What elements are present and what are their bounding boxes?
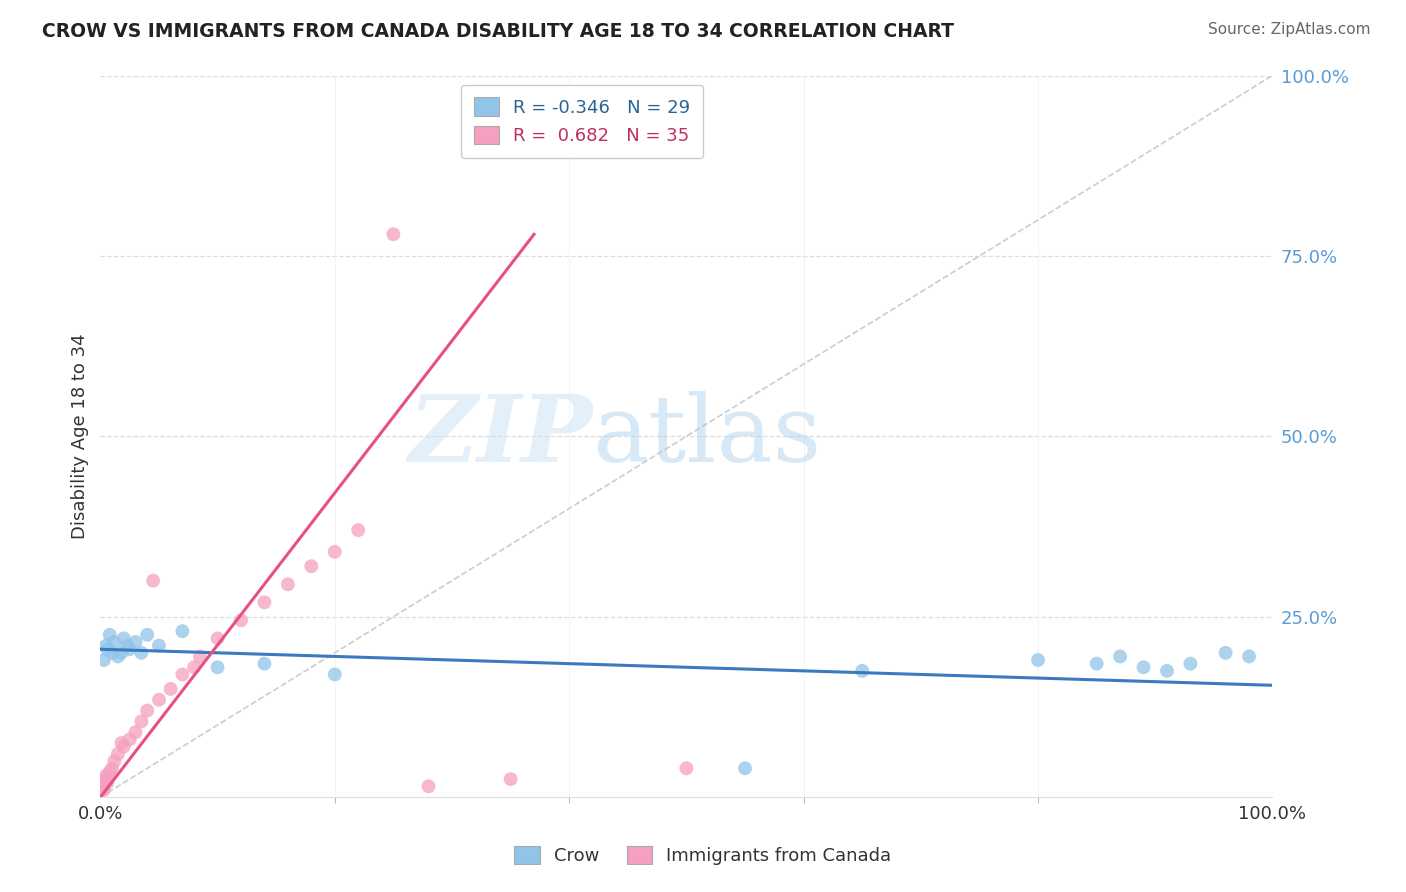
Point [101,761,124,775]
Point [93,775,115,789]
Point [253,657,276,671]
Point [98,764,121,779]
Point [131,714,153,729]
Point [1180,657,1202,671]
Point [112,632,135,646]
Point [90,783,112,797]
Point [1109,649,1132,664]
Point [93,653,115,667]
Point [1026,653,1049,667]
Point [323,545,346,559]
Point [172,667,194,681]
Point [101,646,124,660]
Point [103,635,125,649]
Point [91,780,114,794]
Legend: Crow, Immigrants from Canada: Crow, Immigrants from Canada [506,837,900,874]
Point [148,692,170,706]
Point [347,523,370,537]
Point [124,725,146,739]
Point [299,559,322,574]
Point [112,739,135,754]
Point [103,754,125,768]
Point [207,632,229,646]
Point [97,768,120,782]
Point [117,639,139,653]
Point [107,649,129,664]
Point [93,783,115,797]
Point [675,761,697,775]
Point [107,747,129,761]
Point [96,642,118,657]
Point [253,595,276,609]
Point [131,646,153,660]
Y-axis label: Disability Age 18 to 34: Disability Age 18 to 34 [72,334,89,539]
Legend: R = -0.346   N = 29, R =  0.682   N = 35: R = -0.346 N = 29, R = 0.682 N = 35 [461,85,703,158]
Point [118,642,141,657]
Point [142,574,165,588]
Point [159,681,181,696]
Point [172,624,194,639]
Point [323,667,346,681]
Point [96,775,118,789]
Point [96,639,118,653]
Point [96,768,118,782]
Point [136,628,159,642]
Point [1132,660,1154,674]
Text: ZIP: ZIP [408,392,593,482]
Point [499,772,522,786]
Point [183,660,205,674]
Point [1156,664,1178,678]
Text: CROW VS IMMIGRANTS FROM CANADA DISABILITY AGE 18 TO 34 CORRELATION CHART: CROW VS IMMIGRANTS FROM CANADA DISABILIT… [42,22,955,41]
Point [188,649,211,664]
Point [1215,646,1237,660]
Point [851,664,873,678]
Point [734,761,756,775]
Point [136,704,159,718]
Text: atlas: atlas [593,392,823,482]
Point [1085,657,1108,671]
Point [277,577,299,591]
Point [118,732,141,747]
Point [382,227,405,242]
Point [1237,649,1260,664]
Point [110,736,132,750]
Point [124,635,146,649]
Point [229,613,252,627]
Point [94,772,117,786]
Point [418,780,440,794]
Point [110,646,132,660]
Point [207,660,229,674]
Text: Source: ZipAtlas.com: Source: ZipAtlas.com [1208,22,1371,37]
Point [148,639,170,653]
Point [98,628,121,642]
